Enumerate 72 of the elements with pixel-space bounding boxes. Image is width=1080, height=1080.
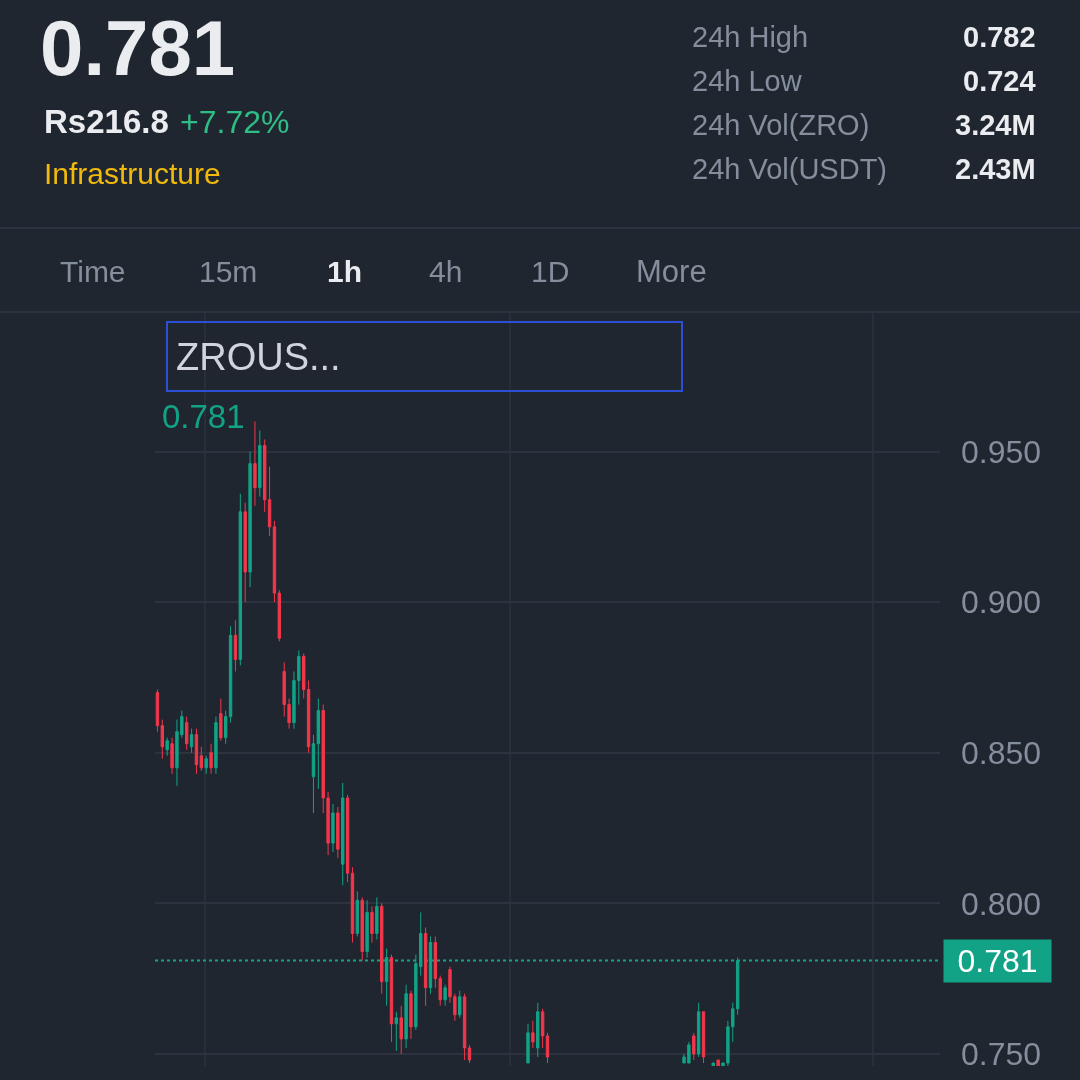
text: 24h High [692, 21, 809, 53]
candlestick [185, 716, 189, 751]
text: 4h [429, 255, 463, 288]
text: More [636, 254, 707, 289]
candlestick [423, 926, 428, 1007]
candlestick [219, 698, 223, 742]
candlestick [243, 502, 247, 603]
candlestick [536, 1002, 540, 1058]
text: Time [60, 255, 126, 288]
candlestick [526, 1023, 530, 1064]
candlestick [370, 905, 374, 944]
text: 0.781 [162, 398, 245, 435]
text: Infrastructure [44, 157, 221, 190]
candlestick [380, 902, 384, 995]
candlestick [389, 954, 394, 1043]
candlestick [545, 1032, 550, 1064]
text: 2.43M [955, 153, 1036, 185]
candlestick [204, 755, 208, 775]
text: +7.72% [180, 104, 290, 140]
candlestick [209, 743, 213, 775]
candlestick [404, 984, 408, 1049]
candlestick [711, 1062, 715, 1066]
y-tick-label: 0.900 [961, 584, 1042, 621]
text: 1h [327, 255, 363, 288]
candlestick [409, 990, 413, 1040]
candlestick [394, 1011, 399, 1052]
candlestick [692, 1032, 696, 1061]
candlestick [189, 728, 194, 754]
text: 0.782 [963, 21, 1036, 53]
candlestick [701, 1011, 706, 1064]
text: 24h Vol(USDT) [692, 153, 888, 185]
candlestick [248, 451, 252, 588]
y-tick-label: 0.750 [961, 1036, 1042, 1073]
text: Rs216.8 [44, 103, 169, 140]
candlestick [258, 429, 262, 498]
text: 0.724 [963, 65, 1036, 97]
candlestick [233, 619, 238, 672]
y-tick-label: 0.800 [961, 885, 1042, 922]
candlestick [238, 493, 243, 666]
candlestick [345, 794, 350, 883]
text: 1D [531, 255, 570, 288]
candlestick [375, 896, 379, 940]
text: 3.24M [955, 109, 1036, 141]
candlestick [253, 420, 257, 507]
candlestick [355, 890, 360, 937]
text: 24h Low [692, 65, 803, 97]
candlestick [194, 728, 199, 775]
y-tick-label: 0.950 [961, 433, 1042, 470]
candlestick [336, 806, 340, 859]
annotation: ZROUS... [176, 335, 341, 378]
candlestick [360, 896, 364, 962]
candlestick [350, 866, 355, 944]
text: 0.781 [40, 4, 236, 93]
candlestick [399, 1005, 403, 1055]
candlestick [462, 993, 467, 1061]
candlestick [443, 984, 447, 1007]
candlestick [458, 990, 462, 1019]
candlestick [365, 899, 369, 959]
candlestick [716, 1059, 720, 1066]
candlestick [531, 1020, 535, 1049]
candlestick [165, 737, 169, 757]
candlestick [341, 782, 345, 886]
candlestick [467, 1044, 472, 1064]
y-tick-label: 0.850 [961, 734, 1042, 771]
candlestick [214, 716, 218, 775]
text: 15m [199, 255, 258, 288]
candlestick [170, 737, 174, 775]
candlestick [696, 1002, 701, 1058]
text: 24h Vol(ZRO) [692, 109, 870, 141]
candlestick [331, 803, 335, 853]
candlestick [540, 1008, 545, 1049]
ref-line-label: 0.781 [957, 943, 1038, 979]
